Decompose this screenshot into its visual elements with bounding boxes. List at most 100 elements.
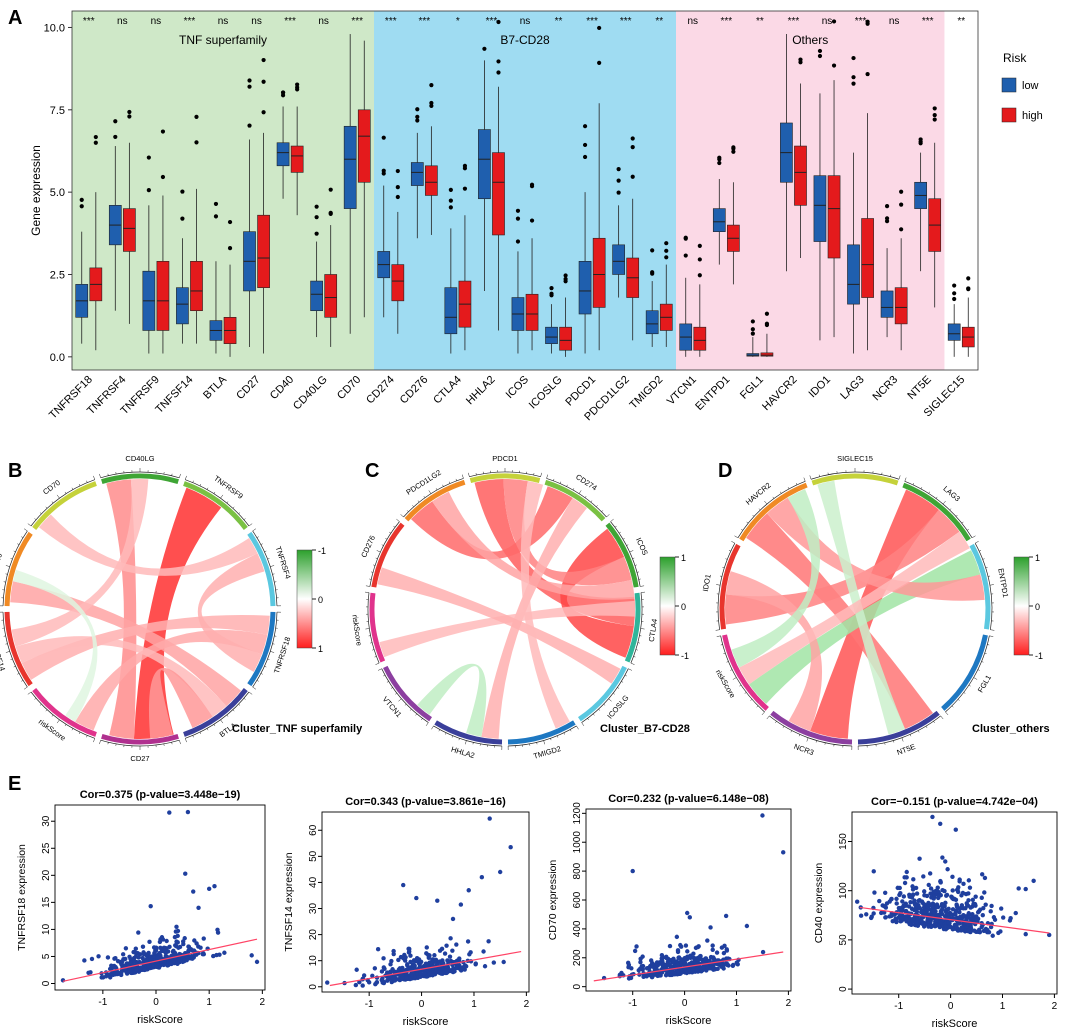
data-point (898, 919, 903, 924)
axis-tick (610, 518, 614, 522)
data-point (910, 916, 916, 922)
data-point (911, 877, 916, 882)
significance-label: ** (957, 16, 965, 27)
data-point (1016, 886, 1021, 891)
sector-arc (544, 479, 606, 522)
data-point (1008, 916, 1013, 921)
data-point (119, 970, 124, 975)
data-point (374, 980, 379, 985)
outlier-point (462, 186, 468, 191)
significance-label: *** (418, 16, 430, 27)
data-point (935, 889, 940, 894)
data-point (730, 963, 736, 968)
axis-tick (951, 705, 954, 708)
data-point (909, 895, 915, 900)
x-axis-label: riskScore (137, 1014, 183, 1026)
y-tick-label: 10 (308, 955, 319, 967)
data-point (671, 958, 676, 964)
panel-a-boxplot: TNF superfamily B7-CD28 Others 0.0 2.5 5.0 7.5… (29, 10, 1043, 423)
data-point (354, 967, 359, 972)
legend-entry: low (1022, 80, 1039, 92)
data-point (123, 956, 128, 962)
data-point (424, 945, 429, 950)
sector-label: PDCD1 (492, 454, 517, 463)
x-tick-label: LAG3 (838, 374, 866, 402)
significance-label: ns (318, 16, 329, 27)
sector-label: ICOS (634, 536, 650, 556)
data-point (128, 960, 133, 966)
axis-tick (556, 735, 559, 738)
data-point (442, 951, 448, 956)
axis-tick (728, 550, 731, 552)
axis-tick (550, 738, 552, 741)
data-point (161, 962, 166, 968)
axis-tick (746, 521, 749, 524)
data-point (957, 909, 962, 915)
data-point (360, 983, 365, 988)
data-point (501, 959, 506, 965)
axis-tick (990, 629, 995, 631)
significance-label: *** (351, 16, 363, 27)
data-point (650, 963, 656, 969)
axis-tick (185, 475, 187, 480)
data-point (466, 888, 471, 893)
axis-tick (731, 541, 735, 544)
axis-tick (264, 550, 267, 553)
axis-tick (933, 721, 935, 724)
x-tick-label: ICOSLG (527, 374, 565, 412)
outlier-point (563, 273, 568, 278)
data-point (921, 874, 926, 879)
axis-tick (775, 721, 777, 724)
data-point (938, 919, 944, 925)
axis-tick (766, 715, 770, 720)
data-point (919, 918, 924, 923)
data-point (375, 947, 381, 952)
outlier-point (952, 283, 957, 288)
sector-arc (247, 611, 276, 687)
axis-tick (421, 718, 423, 721)
data-point (917, 905, 923, 911)
data-point (904, 869, 909, 875)
outlier-point (750, 327, 755, 332)
outlier-point (664, 255, 669, 260)
axis-tick (985, 566, 988, 569)
data-point (897, 885, 902, 891)
sector-label: TMIGD2 (532, 744, 562, 761)
axis-tick (23, 528, 28, 532)
axis-tick (918, 730, 920, 733)
x-tick-label: CD70 (335, 374, 363, 402)
axis-tick (898, 475, 901, 480)
data-point (930, 909, 935, 915)
axis-tick (982, 558, 985, 560)
outlier-point (717, 155, 722, 160)
outlier-point (314, 204, 319, 209)
data-point (723, 913, 729, 919)
box-low (813, 175, 827, 242)
y-tick-label: 60 (308, 824, 319, 836)
data-point (927, 871, 933, 876)
data-point (912, 898, 917, 903)
data-point (173, 952, 178, 957)
axis-tick (563, 732, 565, 735)
outlier-point (160, 174, 166, 180)
data-point (871, 911, 876, 916)
box-high (525, 293, 539, 331)
data-point (183, 871, 188, 876)
axis-tick (71, 728, 74, 731)
outlier-point (831, 63, 837, 68)
y-tick-label: 5.0 (50, 187, 65, 199)
data-point (215, 930, 221, 935)
data-point (433, 957, 439, 962)
y-axis-label: TNFSF14 expression (283, 852, 295, 951)
data-point (883, 905, 889, 910)
box-low (478, 129, 491, 200)
x-tick-label: 2 (786, 998, 792, 1009)
data-point (404, 976, 409, 982)
axis-tick (365, 628, 370, 630)
outlier-point (616, 178, 621, 183)
axis-tick (381, 544, 384, 546)
axis-tick (272, 643, 275, 645)
sector-label: TNFSF14 (0, 638, 7, 672)
data-point (357, 980, 362, 985)
data-point (956, 885, 961, 890)
